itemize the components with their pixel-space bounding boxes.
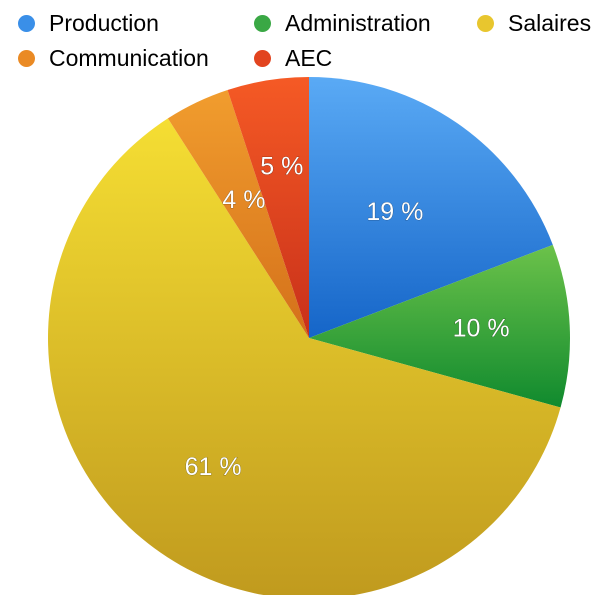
legend-label-production: Production: [49, 10, 159, 36]
pie-slice-aec: [227, 77, 309, 338]
legend-item-salaires: Salaires: [477, 10, 591, 36]
legend-label-administration: Administration: [285, 10, 431, 36]
chart-legend: Production Administration Salaires Commu…: [0, 0, 607, 80]
legend-label-salaires: Salaires: [508, 10, 592, 36]
legend-swatch-communication: [18, 49, 35, 67]
pie-label-salaires: 61 %: [185, 453, 242, 481]
legend-item-administration: Administration: [254, 10, 431, 36]
legend-swatch-aec: [254, 49, 271, 67]
legend-item-aec: AEC: [254, 45, 332, 71]
legend-item-communication: Communication: [18, 45, 209, 71]
legend-item-production: Production: [18, 10, 159, 36]
legend-swatch-production: [18, 14, 35, 32]
legend-swatch-salaires: [477, 14, 494, 32]
pie-label-administration: 10 %: [453, 314, 510, 342]
pie-labels: 19 % 10 % 61 % 4 % 5 %: [184, 152, 510, 481]
pie-label-production: 19 %: [366, 198, 423, 226]
pie-slice-administration: [309, 244, 570, 408]
pie-slice-production: [309, 77, 553, 338]
legend-label-aec: AEC: [285, 45, 333, 71]
legend-label-communication: Communication: [49, 45, 209, 71]
pie-slices: [48, 77, 570, 595]
pie-slice-salaires: [48, 118, 561, 595]
pie-label-communication: 4 %: [222, 186, 265, 214]
pie-label-aec: 5 %: [260, 153, 303, 181]
legend-swatch-administration: [254, 14, 271, 32]
pie-slice-communication: [167, 90, 309, 339]
